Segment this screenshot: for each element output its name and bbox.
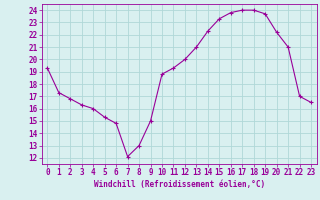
X-axis label: Windchill (Refroidissement éolien,°C): Windchill (Refroidissement éolien,°C) xyxy=(94,180,265,189)
